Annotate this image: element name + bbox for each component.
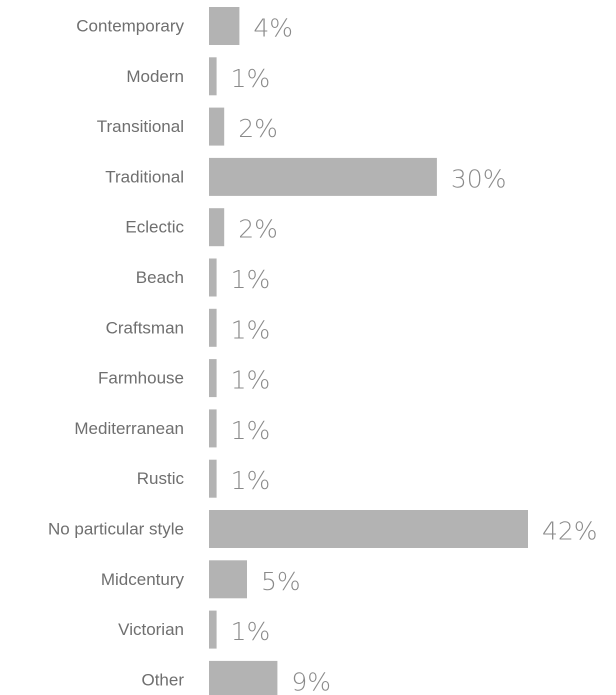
bar-transitional — [209, 107, 225, 146]
value-label-beach: 1% — [231, 265, 271, 294]
category-label-contemporary: Contemporary — [76, 17, 184, 36]
category-label-craftsman: Craftsman — [106, 318, 184, 337]
value-label-midcentury: 5% — [261, 567, 301, 596]
category-label-midcentury: Midcentury — [101, 570, 185, 589]
value-label-contemporary: 4% — [253, 14, 293, 43]
bar-contemporary — [209, 7, 240, 45]
category-label-no-particular-style: No particular style — [48, 520, 184, 539]
category-label-farmhouse: Farmhouse — [98, 369, 184, 388]
bar-victorian — [209, 610, 217, 649]
category-label-victorian: Victorian — [118, 620, 184, 639]
bar-craftsman — [209, 308, 217, 347]
category-label-transitional: Transitional — [97, 117, 184, 136]
bar-beach — [209, 258, 217, 297]
bar-rustic — [209, 459, 217, 498]
bar-midcentury — [209, 560, 247, 599]
bar-farmhouse — [209, 359, 217, 398]
value-label-victorian: 1% — [231, 617, 271, 646]
value-label-no-particular-style: 42% — [542, 517, 598, 546]
bars-group — [209, 7, 528, 695]
value-label-modern: 1% — [231, 64, 271, 93]
bar-traditional — [209, 157, 437, 196]
category-label-rustic: Rustic — [137, 469, 185, 488]
value-label-farmhouse: 1% — [231, 366, 271, 395]
value-label-eclectic: 2% — [238, 215, 278, 244]
bar-mediterranean — [209, 409, 217, 448]
category-label-other: Other — [141, 670, 184, 689]
bar-other — [209, 660, 278, 695]
value-labels-group: 4% 1% 2% 30% 2% 1% 1% 1% 1% 1% 42% 5% 1% 9% — [231, 14, 598, 695]
value-label-transitional: 2% — [238, 114, 278, 143]
category-label-modern: Modern — [126, 67, 184, 86]
category-label-beach: Beach — [136, 268, 184, 287]
category-label-mediterranean: Mediterranean — [74, 419, 184, 438]
category-labels-group: Contemporary Modern Transitional Traditiona… — [48, 17, 185, 690]
bar-no-particular-style — [209, 510, 528, 548]
value-label-mediterranean: 1% — [231, 416, 271, 445]
value-label-other: 9% — [291, 667, 331, 695]
bar-modern — [209, 57, 217, 96]
bar-eclectic — [209, 208, 225, 247]
value-label-rustic: 1% — [231, 466, 271, 495]
category-label-eclectic: Eclectic — [125, 218, 184, 237]
value-label-craftsman: 1% — [231, 315, 271, 344]
category-label-traditional: Traditional — [105, 167, 184, 186]
value-label-traditional: 30% — [451, 164, 507, 193]
